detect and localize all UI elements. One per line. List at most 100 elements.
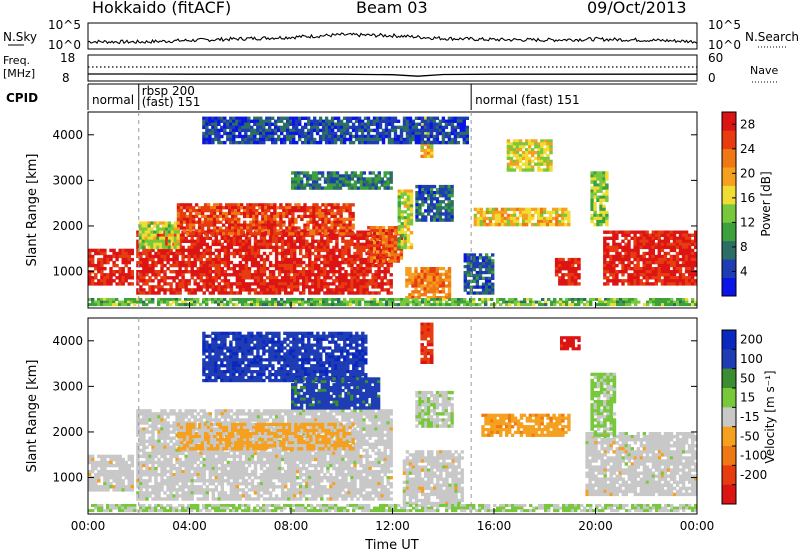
power-data-region (473, 207, 571, 227)
x-tick-label: 12:00 (375, 519, 410, 533)
velocity-colorbar-band (722, 407, 736, 427)
freq-series-line (88, 73, 697, 77)
nsky-label: N.Sky (3, 30, 37, 44)
nsky-tick-top: 10^5 (48, 18, 81, 32)
date-title: 09/Oct/2013 (587, 0, 687, 17)
power-colorbar-tick-label: 16 (740, 191, 755, 205)
power-data-region (405, 267, 452, 300)
y-tick-label: 2000 (52, 425, 83, 439)
nave-tick-top: 60 (708, 51, 723, 65)
velocity-colorbar-tick-label: -15 (740, 410, 760, 424)
power-colorbar-band (722, 222, 736, 242)
power-data-region (463, 253, 495, 295)
velocity-colorbar-tick-label: -50 (740, 429, 760, 443)
y-tick-label: 4000 (52, 128, 83, 142)
freq-frame (87, 54, 698, 82)
vel-data-region (590, 372, 617, 437)
velocity-colorbar-band (722, 388, 736, 408)
velocity-colorbar-band (722, 330, 736, 350)
power-data-region (506, 139, 553, 172)
x-tick-label: 00:00 (71, 519, 106, 533)
velocity-colorbar-tick-label: -100 (740, 449, 767, 463)
velocity-colorbar-frame (721, 329, 737, 505)
cpid-label: CPID (6, 91, 38, 105)
velocity-colorbar-band (722, 426, 736, 447)
y-tick-label: 3000 (52, 379, 83, 393)
power-data-region (176, 203, 355, 236)
power-colorbar-band (722, 167, 736, 186)
radar-title: Hokkaido (fitACF) (92, 0, 232, 17)
power-colorbar-tick-label: 20 (740, 166, 755, 180)
velocity-colorbar-tick-label: 15 (740, 391, 755, 405)
x-axis-label: Time UT (364, 538, 418, 553)
power-data-region (603, 230, 698, 286)
power-colorbar-band (722, 277, 736, 297)
y-tick-label: 1000 (52, 265, 83, 279)
power-colorbar-tick-label: 8 (740, 240, 748, 254)
power-data-region (415, 184, 454, 222)
power-colorbar-band (722, 130, 736, 150)
power-data-region (88, 298, 698, 307)
velocity-colorbar-band (722, 484, 736, 505)
velocity-colorbar-band (722, 349, 736, 369)
vel-data-region (176, 422, 355, 451)
power-colorbar-band (722, 240, 736, 260)
y-tick-label: 2000 (52, 219, 83, 233)
nsky-tick-bottom: 10^0 (48, 38, 81, 52)
power-colorbar-tick-label: 28 (740, 117, 755, 131)
velocity-colorbar-band (722, 465, 736, 485)
power-colorbar-band (722, 148, 736, 168)
freq-label: Freq. (3, 54, 30, 67)
vel-data-region (585, 432, 698, 497)
freq-tick-top: 18 (60, 51, 75, 65)
power-colorbar-band (722, 185, 736, 205)
power-data-region (291, 171, 393, 190)
y-axis-label: Slant Range [km] (25, 154, 40, 267)
power-colorbar-label: Power [dB] (759, 171, 773, 236)
x-tick-label: 16:00 (477, 519, 512, 533)
power-data-region (202, 116, 469, 145)
y-tick-label: 1000 (52, 471, 83, 485)
power-colorbar-tick-label: 24 (740, 142, 755, 156)
cpid-segment-label: rbsp 200 (142, 84, 195, 98)
nsearch-tick-top: 10^5 (708, 18, 741, 32)
y-tick-label: 4000 (52, 334, 83, 348)
vel-data-region (291, 377, 381, 410)
velocity-colorbar-band (722, 446, 736, 466)
nsky-frame (87, 22, 698, 50)
power-colorbar-tick-label: 4 (740, 264, 748, 278)
y-axis-label: Slant Range [km] (25, 360, 40, 473)
x-tick-label: 08:00 (274, 519, 309, 533)
x-tick-label: 04:00 (172, 519, 207, 533)
vel-data-region (481, 413, 571, 437)
power-colorbar-band (722, 259, 736, 278)
velocity-colorbar-band (722, 368, 736, 389)
power-data-region (88, 248, 134, 286)
velocity-colorbar-tick-label: 200 (740, 333, 763, 347)
power-data-region (138, 221, 180, 250)
freq-tick-bottom: 8 (62, 71, 70, 85)
power-colorbar-frame (721, 111, 737, 297)
freq-unit: [MHz] (3, 67, 35, 80)
vel-data-region (560, 336, 581, 351)
nsearch-tick-bottom: 10^0 (708, 38, 741, 52)
power-data-region (397, 189, 414, 250)
power-colorbar-band (722, 204, 736, 223)
nsky-series-line (87, 32, 698, 45)
vel-data-region (88, 454, 134, 492)
velocity-colorbar-tick-label: -200 (740, 468, 767, 482)
x-tick-label: 00:00 (680, 519, 715, 533)
vel-data-region (415, 390, 454, 428)
velocity-colorbar-tick-label: 100 (740, 352, 763, 366)
vel-data-region (88, 504, 698, 513)
cpid-segment-sublabel: (fast) 151 (142, 95, 201, 109)
power-colorbar-tick-label: 12 (740, 215, 755, 229)
cpid-segment-label: normal (fast) 151 (475, 93, 579, 107)
power-data-region (590, 171, 609, 227)
nave-label: Nave (750, 64, 778, 77)
x-tick-label: 20:00 (578, 519, 613, 533)
power-data-region (554, 257, 581, 286)
nave-tick-bottom: 0 (708, 71, 716, 85)
power-colorbar-band (722, 112, 736, 131)
